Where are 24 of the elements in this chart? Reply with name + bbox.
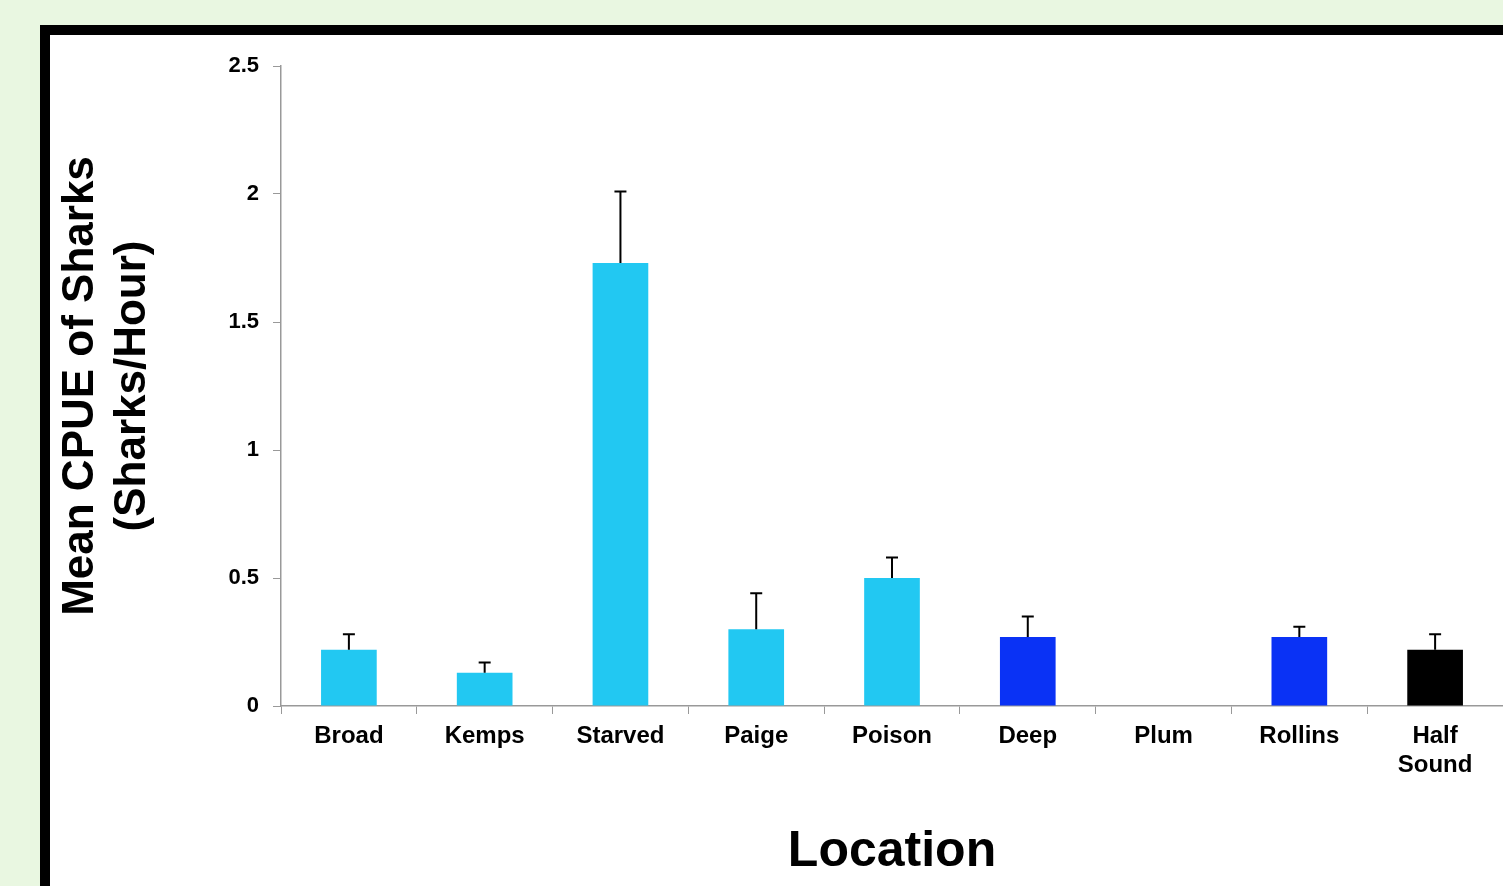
- bar: [1271, 636, 1328, 706]
- x-tick-label: Paige: [724, 721, 789, 749]
- bar: [728, 629, 785, 706]
- y-tick-label: 0: [246, 692, 259, 718]
- x-tick-label: Half Sound: [1397, 721, 1473, 777]
- y-tick-label: 2.5: [228, 52, 259, 78]
- x-axis-title: Location: [787, 820, 997, 877]
- x-tick-label: Rollins: [1259, 721, 1340, 749]
- bar: [456, 672, 513, 706]
- x-tick-label: Starved: [576, 721, 665, 749]
- bar: [321, 649, 377, 706]
- x-tick-label: Deep: [998, 721, 1058, 749]
- bar: [592, 263, 649, 706]
- y-tick-label: 1.5: [228, 308, 259, 334]
- bar: [999, 636, 1056, 706]
- x-tick-label: Plum: [1134, 721, 1193, 749]
- y-axis-title: Mean CPUE of Sharks (Sharks/Hour): [52, 156, 155, 616]
- x-tick-label: Broad: [314, 721, 384, 749]
- bar: [864, 578, 920, 706]
- y-tick-label: 1: [246, 436, 259, 462]
- x-tick-label: Poison: [851, 721, 933, 749]
- x-tick-label: Kemps: [444, 721, 525, 749]
- y-tick-label: 0.5: [228, 564, 259, 590]
- y-tick-label: 2: [246, 180, 259, 206]
